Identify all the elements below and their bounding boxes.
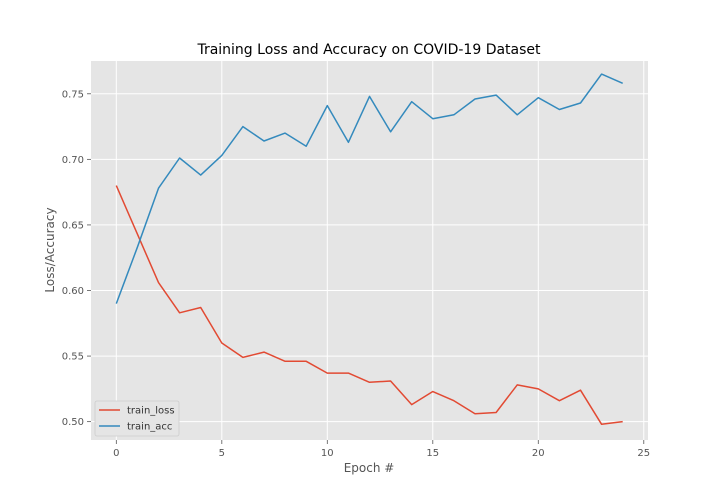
y-tick-label: 0.70 — [62, 155, 84, 166]
series-line-train-loss — [115, 185, 623, 426]
x-tick-label: 20 — [532, 448, 545, 459]
y-tick-label: 0.60 — [62, 286, 84, 297]
x-tick-label: 15 — [426, 448, 439, 459]
chart-title: Training Loss and Accuracy on COVID-19 D… — [196, 42, 541, 58]
series-line-train-acc — [115, 73, 623, 304]
legend: train_loss train_acc — [94, 400, 180, 437]
x-tick-label: 5 — [219, 448, 225, 459]
x-tick-label: 25 — [637, 448, 650, 459]
grid — [91, 61, 648, 440]
x-tick-label: 10 — [321, 448, 334, 459]
x-tick-label: 0 — [113, 448, 119, 459]
y-tick-label: 0.55 — [62, 352, 84, 363]
y-tick-label: 0.50 — [62, 417, 84, 428]
x-axis-ticks: 0 5 10 15 20 25 — [113, 440, 650, 459]
x-axis-label: Epoch # — [344, 461, 395, 475]
legend-label-train-acc: train_acc — [127, 422, 172, 433]
y-tick-label: 0.75 — [62, 89, 84, 100]
y-axis-label: Loss/Accuracy — [43, 207, 57, 292]
legend-label-train-loss: train_loss — [127, 406, 175, 417]
series-lines — [115, 73, 623, 426]
plot-area — [91, 61, 648, 440]
y-tick-label: 0.65 — [62, 220, 84, 231]
y-axis-ticks: 0.50 0.55 0.60 0.65 0.70 0.75 — [62, 89, 91, 428]
